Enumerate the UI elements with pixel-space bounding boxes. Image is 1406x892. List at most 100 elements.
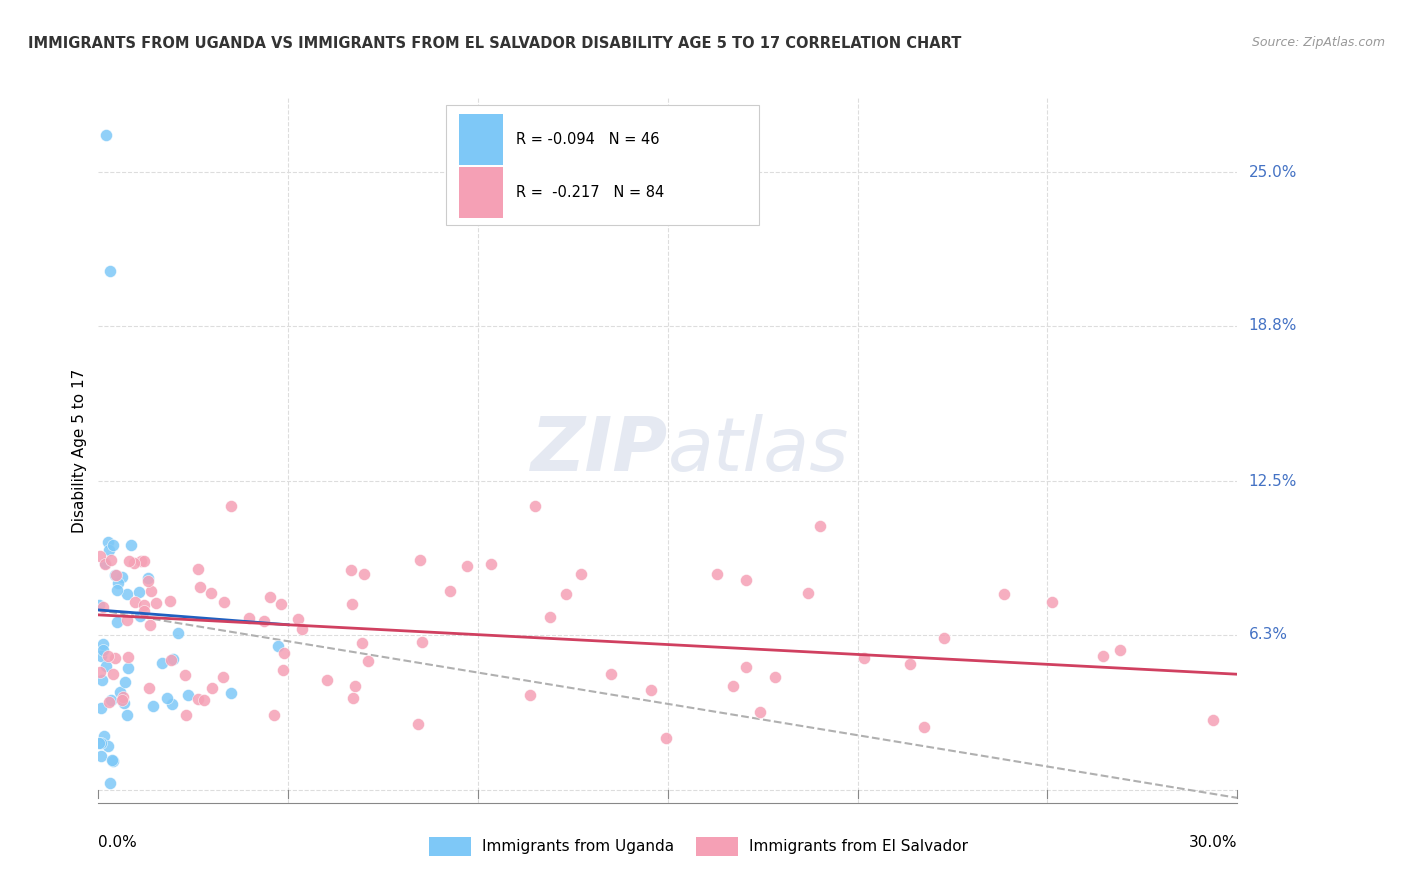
Point — [273, 646, 295, 660]
Point — [411, 634, 433, 648]
Point — [1202, 713, 1225, 727]
Point — [118, 554, 141, 568]
Point — [344, 679, 367, 693]
Point — [640, 683, 662, 698]
Point — [342, 690, 364, 705]
Point — [89, 549, 111, 564]
Point — [160, 653, 183, 667]
Point — [571, 567, 593, 582]
Point — [287, 612, 309, 626]
Point — [221, 499, 243, 513]
Point — [124, 595, 146, 609]
Point — [96, 659, 118, 673]
Point — [91, 637, 114, 651]
Point — [96, 535, 118, 549]
Point — [538, 610, 561, 624]
Point — [100, 553, 122, 567]
Point — [706, 566, 728, 581]
Point — [1040, 595, 1063, 609]
Point — [219, 686, 242, 700]
Point — [90, 736, 112, 750]
Point — [96, 739, 118, 754]
Point — [201, 681, 224, 696]
Point — [408, 717, 430, 731]
Point — [735, 574, 758, 588]
Point — [104, 568, 127, 582]
Text: 18.8%: 18.8% — [1249, 318, 1296, 333]
Point — [97, 648, 120, 663]
Point — [479, 557, 502, 571]
Point — [599, 667, 621, 681]
Text: 12.5%: 12.5% — [1249, 474, 1296, 489]
Point — [555, 587, 578, 601]
Point — [214, 595, 236, 609]
Point — [98, 776, 121, 790]
FancyBboxPatch shape — [460, 167, 503, 218]
Text: Source: ZipAtlas.com: Source: ZipAtlas.com — [1251, 36, 1385, 49]
Point — [271, 664, 294, 678]
Point — [117, 660, 139, 674]
Point — [263, 707, 285, 722]
Text: 25.0%: 25.0% — [1249, 165, 1296, 180]
Point — [110, 685, 132, 699]
Point — [124, 556, 146, 570]
Point — [188, 580, 211, 594]
Point — [212, 670, 235, 684]
Point — [107, 583, 129, 598]
Point — [89, 736, 111, 750]
Point — [259, 590, 281, 604]
Point — [159, 594, 181, 608]
Point — [105, 615, 128, 630]
Point — [91, 643, 114, 657]
Text: atlas: atlas — [668, 415, 849, 486]
Point — [156, 690, 179, 705]
Point — [352, 636, 374, 650]
Point — [134, 598, 156, 612]
Text: ZIP: ZIP — [530, 414, 668, 487]
Point — [121, 538, 143, 552]
Point — [89, 665, 111, 679]
Point — [993, 587, 1015, 601]
Point — [101, 538, 124, 552]
Point — [87, 599, 110, 613]
FancyBboxPatch shape — [446, 105, 759, 225]
Point — [253, 615, 276, 629]
Point — [409, 553, 432, 567]
Point — [98, 695, 121, 709]
Point — [200, 586, 222, 600]
Text: 6.3%: 6.3% — [1249, 627, 1288, 642]
Point — [1109, 642, 1132, 657]
Point — [932, 631, 955, 645]
Point — [107, 575, 129, 590]
Point — [100, 753, 122, 767]
Point — [93, 729, 115, 743]
Point — [796, 586, 818, 600]
Point — [117, 650, 139, 665]
Point — [177, 688, 200, 702]
Text: Immigrants from El Salvador: Immigrants from El Salvador — [749, 839, 969, 854]
Text: R = -0.094   N = 46: R = -0.094 N = 46 — [516, 132, 659, 147]
Point — [852, 651, 875, 665]
Point — [90, 673, 112, 687]
Point — [357, 654, 380, 668]
Point — [93, 558, 115, 572]
Point — [267, 640, 290, 654]
Point — [111, 570, 134, 584]
FancyBboxPatch shape — [460, 114, 503, 165]
Point — [138, 681, 160, 696]
Point — [111, 690, 134, 704]
Point — [735, 660, 758, 674]
Point — [117, 587, 139, 601]
Point — [748, 705, 770, 719]
Point — [174, 708, 197, 723]
Point — [129, 609, 152, 624]
Point — [763, 670, 786, 684]
Point — [94, 128, 117, 143]
Point — [91, 599, 114, 614]
Point — [340, 563, 363, 577]
Text: IMMIGRANTS FROM UGANDA VS IMMIGRANTS FROM EL SALVADOR DISABILITY AGE 5 TO 17 COR: IMMIGRANTS FROM UGANDA VS IMMIGRANTS FRO… — [28, 36, 962, 51]
Point — [439, 584, 461, 599]
Point — [105, 567, 128, 582]
Point — [150, 656, 173, 670]
Point — [94, 556, 117, 570]
